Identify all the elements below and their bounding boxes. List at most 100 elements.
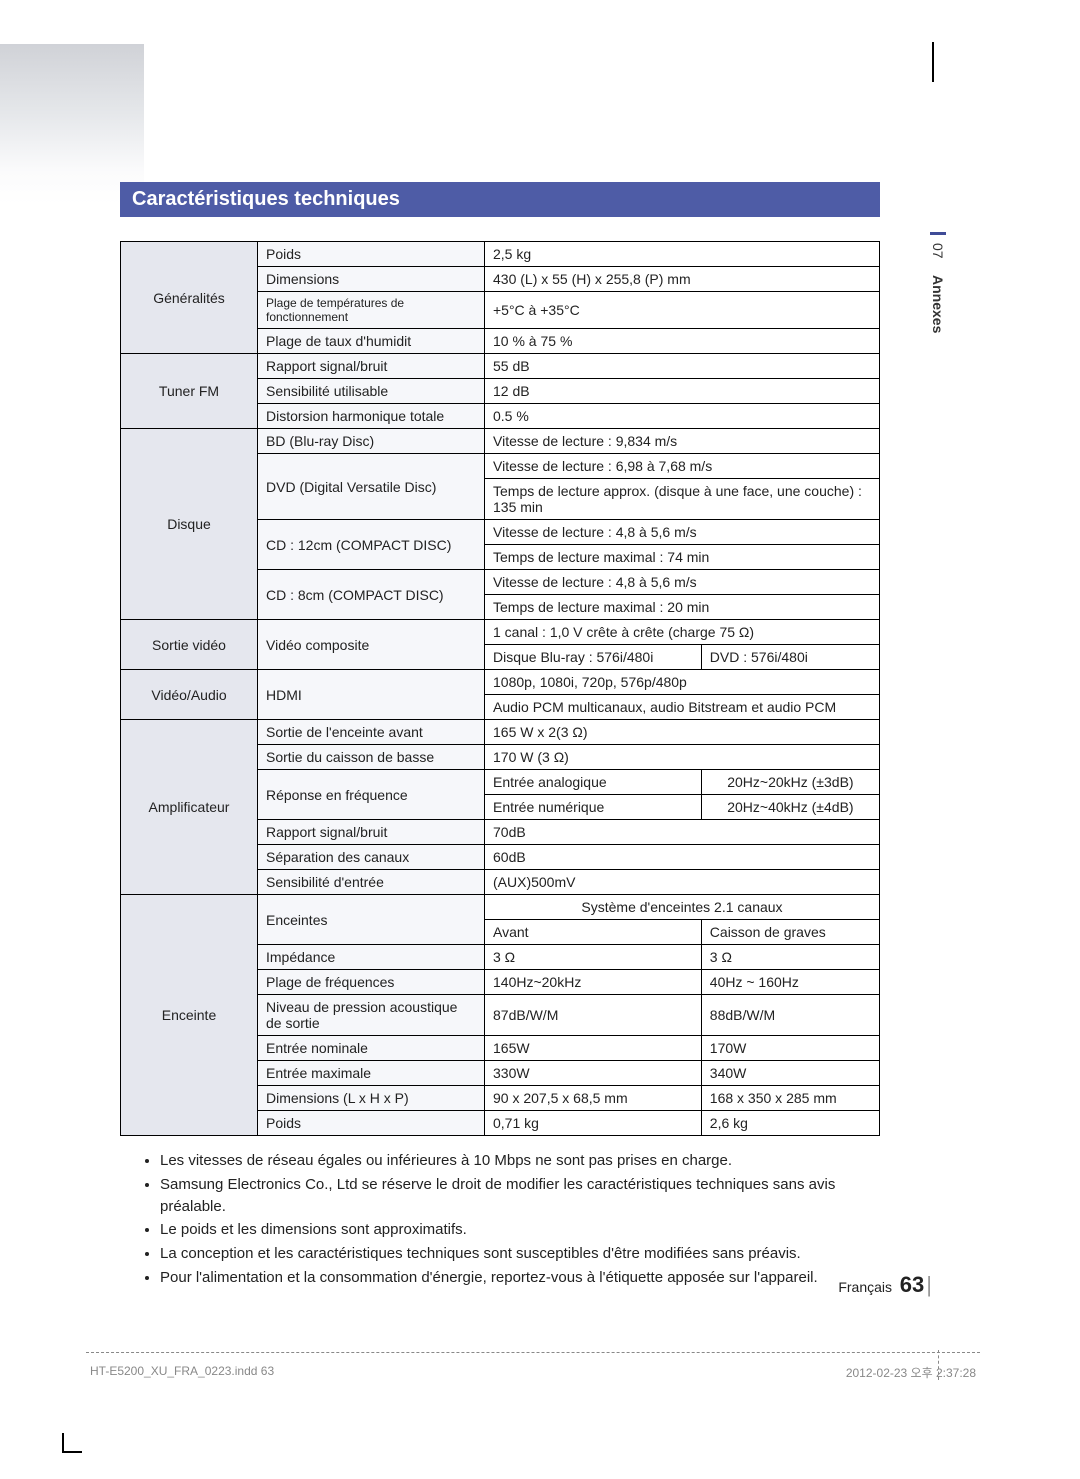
row-value: Audio PCM multicanaux, audio Bitstream e… bbox=[485, 695, 880, 720]
row-value: Temps de lecture maximal : 74 min bbox=[485, 545, 880, 570]
row-value: 20Hz~20kHz (±3dB) bbox=[701, 770, 879, 795]
row-value: 170W bbox=[701, 1036, 879, 1061]
row-value: 1 canal : 1,0 V crête à crête (charge 75… bbox=[485, 620, 880, 645]
row-value: 2,6 kg bbox=[701, 1111, 879, 1136]
page-pipe: | bbox=[926, 1272, 932, 1297]
row-value: 430 (L) x 55 (H) x 255,8 (P) mm bbox=[485, 267, 880, 292]
row-value: 2,5 kg bbox=[485, 242, 880, 267]
row-label: Sensibilité utilisable bbox=[258, 379, 485, 404]
row-value: 0.5 % bbox=[485, 404, 880, 429]
column-header-front: Avant bbox=[485, 920, 702, 945]
row-label: Plage de températures de fonctionnement bbox=[258, 292, 485, 329]
cat-video-audio: Vidéo/Audio bbox=[121, 670, 258, 720]
section-title-bar: Caractéristiques techniques bbox=[120, 182, 880, 217]
row-label: Niveau de pression acoustique de sortie bbox=[258, 995, 485, 1036]
row-label: Impédance bbox=[258, 945, 485, 970]
row-value: (AUX)500mV bbox=[485, 870, 880, 895]
row-label: Rapport signal/bruit bbox=[258, 354, 485, 379]
footer-left-text: HT-E5200_XU_FRA_0223.indd 63 bbox=[90, 1364, 274, 1378]
row-value: 90 x 207,5 x 68,5 mm bbox=[485, 1086, 702, 1111]
note-item: La conception et les caractéristiques te… bbox=[160, 1243, 880, 1265]
column-header-subwoofer: Caisson de graves bbox=[701, 920, 879, 945]
row-label: Poids bbox=[258, 242, 485, 267]
note-item: Le poids et les dimensions sont approxim… bbox=[160, 1219, 880, 1241]
crop-mark-bl bbox=[62, 1433, 82, 1453]
row-value: 0,71 kg bbox=[485, 1111, 702, 1136]
row-label: Sensibilité d'entrée bbox=[258, 870, 485, 895]
row-label: Poids bbox=[258, 1111, 485, 1136]
side-tab-bar bbox=[930, 232, 946, 235]
row-label: CD : 8cm (COMPACT DISC) bbox=[258, 570, 485, 620]
page-language: Français bbox=[838, 1279, 892, 1295]
page-number: 63 bbox=[900, 1272, 924, 1297]
row-value: 88dB/W/M bbox=[701, 995, 879, 1036]
row-value: Temps de lecture maximal : 20 min bbox=[485, 595, 880, 620]
page: 07 Annexes Caractéristiques techniques G… bbox=[0, 0, 1080, 1479]
row-value: 330W bbox=[485, 1061, 702, 1086]
cat-general: Généralités bbox=[121, 242, 258, 354]
specifications-table: Généralités Poids 2,5 kg Dimensions430 (… bbox=[120, 241, 880, 1136]
row-value: 170 W (3 Ω) bbox=[485, 745, 880, 770]
page-number-block: Français 63| bbox=[838, 1272, 932, 1298]
row-label: DVD (Digital Versatile Disc) bbox=[258, 454, 485, 520]
row-value: 20Hz~40kHz (±4dB) bbox=[701, 795, 879, 820]
note-item: Les vitesses de réseau égales ou inférie… bbox=[160, 1150, 880, 1172]
row-value: 165W bbox=[485, 1036, 702, 1061]
row-value: Vitesse de lecture : 4,8 à 5,6 m/s bbox=[485, 570, 880, 595]
row-value: 1080p, 1080i, 720p, 576p/480p bbox=[485, 670, 880, 695]
row-label: Rapport signal/bruit bbox=[258, 820, 485, 845]
row-label: Dimensions bbox=[258, 267, 485, 292]
side-tab-num: 07 bbox=[930, 243, 946, 259]
row-value: Temps de lecture approx. (disque à une f… bbox=[485, 479, 880, 520]
row-label: HDMI bbox=[258, 670, 485, 720]
notes-list: Les vitesses de réseau égales ou inférie… bbox=[120, 1150, 880, 1289]
cat-video-out: Sortie vidéo bbox=[121, 620, 258, 670]
row-value: 70dB bbox=[485, 820, 880, 845]
row-label: Enceintes bbox=[258, 895, 485, 945]
row-label: Vidéo composite bbox=[258, 620, 485, 670]
row-value: Vitesse de lecture : 4,8 à 5,6 m/s bbox=[485, 520, 880, 545]
footer-right-text: 2012-02-23 오후 2:37:28 bbox=[846, 1364, 976, 1381]
row-value: 60dB bbox=[485, 845, 880, 870]
cat-tuner: Tuner FM bbox=[121, 354, 258, 429]
row-value: Vitesse de lecture : 9,834 m/s bbox=[485, 429, 880, 454]
content-area: Caractéristiques techniques Généralités … bbox=[120, 182, 880, 1304]
row-value: Disque Blu-ray : 576i/480i bbox=[485, 645, 702, 670]
row-value: 340W bbox=[701, 1061, 879, 1086]
cat-amplifier: Amplificateur bbox=[121, 720, 258, 895]
row-label: Plage de taux d'humidit bbox=[258, 329, 485, 354]
cat-speaker: Enceinte bbox=[121, 895, 258, 1136]
row-label: Dimensions (L x H x P) bbox=[258, 1086, 485, 1111]
row-value: Vitesse de lecture : 6,98 à 7,68 m/s bbox=[485, 454, 880, 479]
row-label: Distorsion harmonique totale bbox=[258, 404, 485, 429]
row-label: Entrée nominale bbox=[258, 1036, 485, 1061]
row-value: +5°C à +35°C bbox=[485, 292, 880, 329]
row-label: Sortie du caisson de basse bbox=[258, 745, 485, 770]
row-value: DVD : 576i/480i bbox=[701, 645, 879, 670]
row-value: 87dB/W/M bbox=[485, 995, 702, 1036]
row-label: Sortie de l'enceinte avant bbox=[258, 720, 485, 745]
row-label: Réponse en fréquence bbox=[258, 770, 485, 820]
row-value: 10 % à 75 % bbox=[485, 329, 880, 354]
chapter-side-tab: 07 Annexes bbox=[930, 232, 946, 333]
row-label: CD : 12cm (COMPACT DISC) bbox=[258, 520, 485, 570]
row-value: 165 W x 2(3 Ω) bbox=[485, 720, 880, 745]
row-label: Entrée maximale bbox=[258, 1061, 485, 1086]
row-value: Entrée numérique bbox=[485, 795, 702, 820]
row-value: 140Hz~20kHz bbox=[485, 970, 702, 995]
row-label: BD (Blu-ray Disc) bbox=[258, 429, 485, 454]
row-value: 3 Ω bbox=[485, 945, 702, 970]
cat-disc: Disque bbox=[121, 429, 258, 620]
footer-rule bbox=[86, 1352, 980, 1354]
row-value: 12 dB bbox=[485, 379, 880, 404]
page-gradient-band bbox=[0, 44, 144, 204]
side-tab-label: Annexes bbox=[930, 275, 946, 333]
crop-mark-tr bbox=[932, 42, 934, 82]
row-value: 3 Ω bbox=[701, 945, 879, 970]
note-item: Pour l'alimentation et la consommation d… bbox=[160, 1267, 880, 1289]
row-value: 40Hz ~ 160Hz bbox=[701, 970, 879, 995]
row-label: Séparation des canaux bbox=[258, 845, 485, 870]
note-item: Samsung Electronics Co., Ltd se réserve … bbox=[160, 1174, 880, 1218]
row-value: Entrée analogique bbox=[485, 770, 702, 795]
row-value: 55 dB bbox=[485, 354, 880, 379]
